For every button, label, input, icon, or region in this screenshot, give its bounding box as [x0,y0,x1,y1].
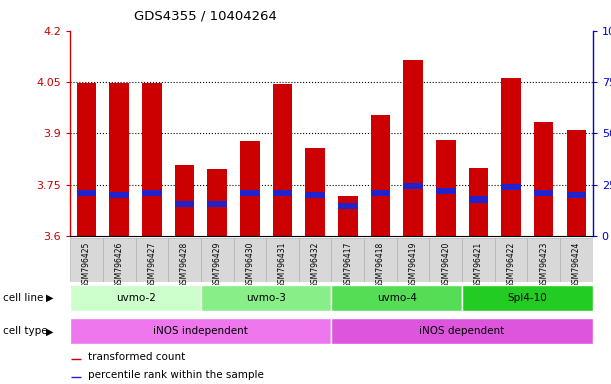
Text: GSM796432: GSM796432 [310,242,320,288]
Bar [306,192,325,199]
Bar [566,192,586,199]
Bar [527,238,560,282]
Bar [266,238,299,282]
Bar [142,190,162,196]
Bar [469,168,488,236]
Bar [534,122,554,236]
Text: GSM796421: GSM796421 [474,242,483,288]
Text: GSM796422: GSM796422 [507,242,516,288]
Bar [436,188,456,194]
Text: GDS4355 / 10404264: GDS4355 / 10404264 [134,10,277,23]
Bar [371,114,390,236]
Text: GSM796426: GSM796426 [115,242,124,288]
Bar [462,285,593,311]
Bar [566,130,586,236]
Bar [495,238,527,282]
Text: GSM796420: GSM796420 [441,242,450,288]
Bar [201,285,331,311]
Bar [233,238,266,282]
Text: GSM796424: GSM796424 [572,242,581,288]
Text: ▶: ▶ [46,326,54,336]
Bar [331,285,462,311]
Bar [240,190,260,196]
Text: cell type: cell type [3,326,48,336]
Text: GSM796418: GSM796418 [376,242,385,288]
Bar [70,318,331,344]
Bar [397,238,430,282]
Bar [175,165,194,236]
Bar [175,201,194,207]
Bar [77,83,97,236]
Bar [136,238,168,282]
Text: iNOS dependent: iNOS dependent [419,326,505,336]
Bar [436,140,456,236]
Text: cell line: cell line [3,293,43,303]
Bar [469,197,488,203]
Text: GSM796427: GSM796427 [147,242,156,288]
Bar [364,238,397,282]
Text: uvmo-2: uvmo-2 [115,293,156,303]
Bar [462,238,495,282]
Bar [207,201,227,207]
Bar [306,148,325,236]
Bar [501,184,521,190]
Text: GSM796419: GSM796419 [409,242,417,288]
Text: GSM796425: GSM796425 [82,242,91,288]
Bar [273,190,292,196]
Text: GSM796430: GSM796430 [246,242,254,288]
Text: GSM796428: GSM796428 [180,242,189,288]
Text: transformed count: transformed count [88,353,185,362]
Bar [201,238,233,282]
Text: uvmo-3: uvmo-3 [246,293,286,303]
Bar [70,238,103,282]
Bar [240,141,260,236]
Bar [338,196,357,236]
Bar [142,83,162,236]
Bar [299,238,331,282]
Text: GSM796417: GSM796417 [343,242,353,288]
Text: GSM796423: GSM796423 [539,242,548,288]
Bar [109,83,129,236]
Text: uvmo-4: uvmo-4 [377,293,417,303]
Bar [331,318,593,344]
Bar [331,238,364,282]
Bar [430,238,462,282]
Bar [534,190,554,196]
Text: iNOS independent: iNOS independent [153,326,248,336]
Bar [207,169,227,236]
Bar [501,78,521,236]
Bar [103,238,136,282]
Bar [70,285,201,311]
Bar [403,60,423,236]
Bar [77,190,97,196]
Bar [403,183,423,189]
Bar [371,190,390,196]
Text: Spl4-10: Spl4-10 [508,293,547,303]
Bar [338,203,357,209]
Text: ▶: ▶ [46,293,54,303]
Bar [560,238,593,282]
Bar [273,84,292,236]
Text: percentile rank within the sample: percentile rank within the sample [88,370,264,381]
Text: GSM796429: GSM796429 [213,242,222,288]
Bar [168,238,201,282]
Text: GSM796431: GSM796431 [278,242,287,288]
Bar [109,192,129,199]
